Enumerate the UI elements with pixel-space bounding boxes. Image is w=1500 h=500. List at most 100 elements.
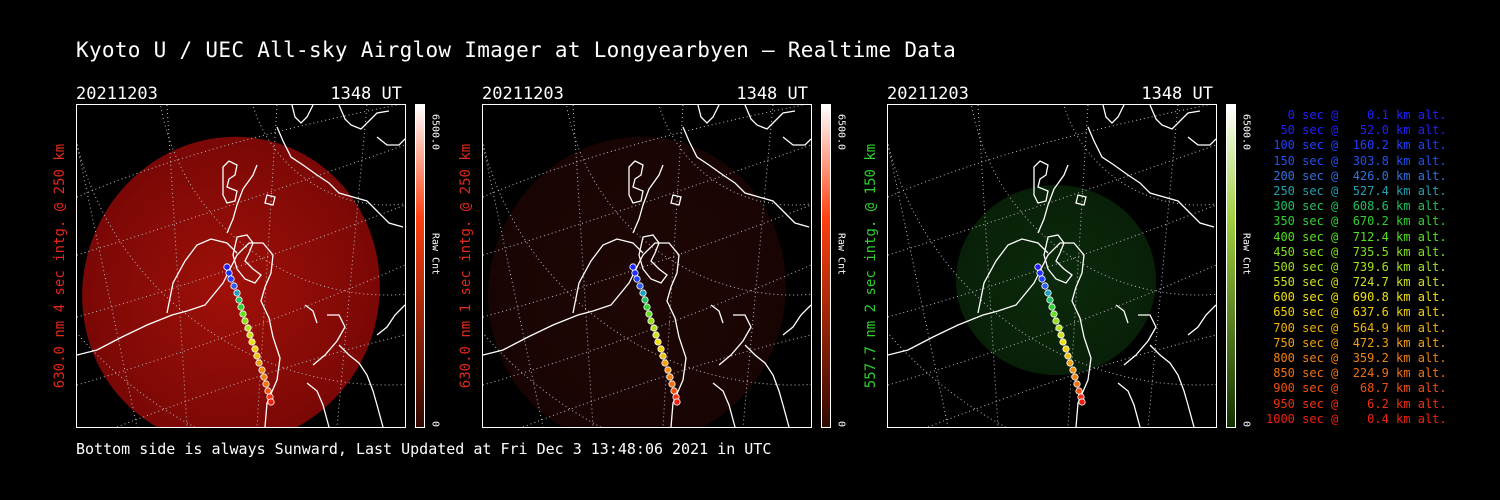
- trajectory-point: [654, 338, 662, 346]
- trajectory-point: [258, 366, 266, 374]
- legend-row: 600 sec @ 690.8 km alt.: [1266, 290, 1447, 305]
- panel-time: 1348 UT: [1141, 84, 1213, 104]
- lat-lon-grid: [77, 105, 405, 427]
- trajectory-point: [1044, 289, 1052, 297]
- trajectory-point: [225, 269, 233, 277]
- airglow-disk: [82, 136, 380, 427]
- trajectory-point: [262, 380, 270, 388]
- trajectory-legend: 0 sec @ 0.1 km alt. 50 sec @ 52.0 km alt…: [1266, 108, 1447, 427]
- allsky-panel-630-1sec: 20211203 1348 UT 630.0 nm 1 sec intg. @ …: [458, 84, 892, 434]
- legend-row: 0 sec @ 0.1 km alt.: [1266, 108, 1447, 122]
- trajectory-point: [1062, 345, 1070, 353]
- airglow-disk: [488, 136, 786, 427]
- trajectory-point: [641, 296, 649, 304]
- trajectory-point: [241, 317, 249, 325]
- panel-date: 20211203: [76, 84, 158, 104]
- trajectory-point: [1059, 338, 1067, 346]
- trajectory-point: [652, 331, 660, 339]
- trajectory-point: [237, 303, 245, 311]
- airglow-disk: [956, 185, 1156, 375]
- colorbar-min: 0: [429, 420, 441, 428]
- legend-row: 800 sec @ 359.2 km alt.: [1266, 351, 1447, 365]
- trajectory-point: [664, 366, 672, 374]
- trajectory-point: [1075, 387, 1083, 395]
- trajectory-point: [1041, 282, 1049, 290]
- lat-lon-grid: [888, 105, 1216, 427]
- coastline: [77, 105, 405, 427]
- trajectory: [1034, 263, 1086, 406]
- trajectory-point: [657, 345, 665, 353]
- legend-row: 350 sec @ 670.2 km alt.: [1266, 214, 1447, 229]
- legend-row: 550 sec @ 724.7 km alt.: [1266, 275, 1447, 290]
- colorbar-min: 0: [835, 420, 847, 428]
- trajectory-point: [1064, 352, 1072, 360]
- allsky-panel-630-4sec: 20211203 1348 UT 630.0 nm 4 sec intg. @ …: [52, 84, 486, 434]
- coastline: [888, 105, 1216, 427]
- trajectory-point: [223, 263, 231, 271]
- colorbar-max: 6500.0: [835, 113, 847, 151]
- trajectory-point: [1057, 331, 1065, 339]
- colorbar-min: 0: [1240, 420, 1252, 428]
- trajectory-point: [631, 269, 639, 277]
- legend-row: 650 sec @ 637.6 km alt.: [1266, 305, 1447, 320]
- trajectory-point: [248, 338, 256, 346]
- trajectory-point: [1038, 275, 1046, 283]
- trajectory-point: [666, 373, 674, 381]
- panel-date: 20211203: [482, 84, 564, 104]
- trajectory-point: [227, 275, 235, 283]
- colorbar-label: Raw Cnt: [835, 232, 847, 276]
- legend-row: 750 sec @ 472.3 km alt.: [1266, 335, 1447, 350]
- trajectory-point: [673, 398, 681, 406]
- trajectory-point: [264, 387, 272, 395]
- trajectory-point: [633, 275, 641, 283]
- trajectory-point: [647, 317, 655, 325]
- legend-row: 400 sec @ 712.4 km alt.: [1266, 229, 1447, 244]
- legend-row: 850 sec @ 224.9 km alt.: [1266, 366, 1447, 381]
- trajectory: [629, 263, 681, 406]
- trajectory-point: [1036, 269, 1044, 277]
- trajectory-point: [659, 352, 667, 360]
- trajectory-point: [661, 359, 669, 367]
- trajectory-point: [1069, 366, 1077, 374]
- trajectory-point: [233, 289, 241, 297]
- trajectory-point: [253, 352, 261, 360]
- legend-row: 700 sec @ 564.9 km alt.: [1266, 320, 1447, 335]
- coastline: [483, 105, 811, 427]
- panel-time: 1348 UT: [736, 84, 808, 104]
- panel-wavelength-label: 557.7 nm 2 sec intg. @ 150 km: [863, 143, 879, 389]
- panel-time: 1348 UT: [330, 84, 402, 104]
- trajectory-point: [1050, 310, 1058, 318]
- map-svg: [483, 105, 811, 427]
- trajectory-point: [1066, 359, 1074, 367]
- legend-row: 900 sec @ 68.7 km alt.: [1266, 381, 1447, 396]
- trajectory-point: [246, 331, 254, 339]
- trajectory-point: [255, 359, 263, 367]
- trajectory-point: [636, 282, 644, 290]
- legend-row: 300 sec @ 608.6 km alt.: [1266, 199, 1447, 214]
- panel-wavelength-label: 630.0 nm 1 sec intg. @ 250 km: [458, 143, 474, 389]
- trajectory-point: [267, 398, 275, 406]
- trajectory-point: [639, 289, 647, 297]
- trajectory-point: [1052, 317, 1060, 325]
- trajectory-point: [1078, 398, 1086, 406]
- panel-wavelength-label: 630.0 nm 4 sec intg. @ 250 km: [52, 143, 68, 389]
- trajectory-point: [1046, 296, 1054, 304]
- trajectory-point: [1055, 324, 1063, 332]
- colorbar-max: 6500.0: [429, 113, 441, 151]
- legend-row: 1000 sec @ 0.4 km alt.: [1266, 411, 1447, 426]
- trajectory-point: [1071, 373, 1079, 381]
- page-title: Kyoto U / UEC All-sky Airglow Imager at …: [76, 38, 957, 62]
- trajectory: [223, 263, 275, 406]
- map-svg: [77, 105, 405, 427]
- map-svg: [888, 105, 1216, 427]
- trajectory-point: [670, 387, 678, 395]
- allsky-panel-557-2sec: 20211203 1348 UT 557.7 nm 2 sec intg. @ …: [863, 84, 1297, 434]
- legend-row: 450 sec @ 735.5 km alt.: [1266, 244, 1447, 259]
- legend-row: 150 sec @ 303.8 km alt.: [1266, 153, 1447, 168]
- trajectory-point: [668, 380, 676, 388]
- trajectory-point: [251, 345, 259, 353]
- trajectory-point: [244, 324, 252, 332]
- legend-row: 100 sec @ 160.2 km alt.: [1266, 138, 1447, 153]
- allsky-image-map: [887, 104, 1217, 428]
- trajectory-point: [629, 263, 637, 271]
